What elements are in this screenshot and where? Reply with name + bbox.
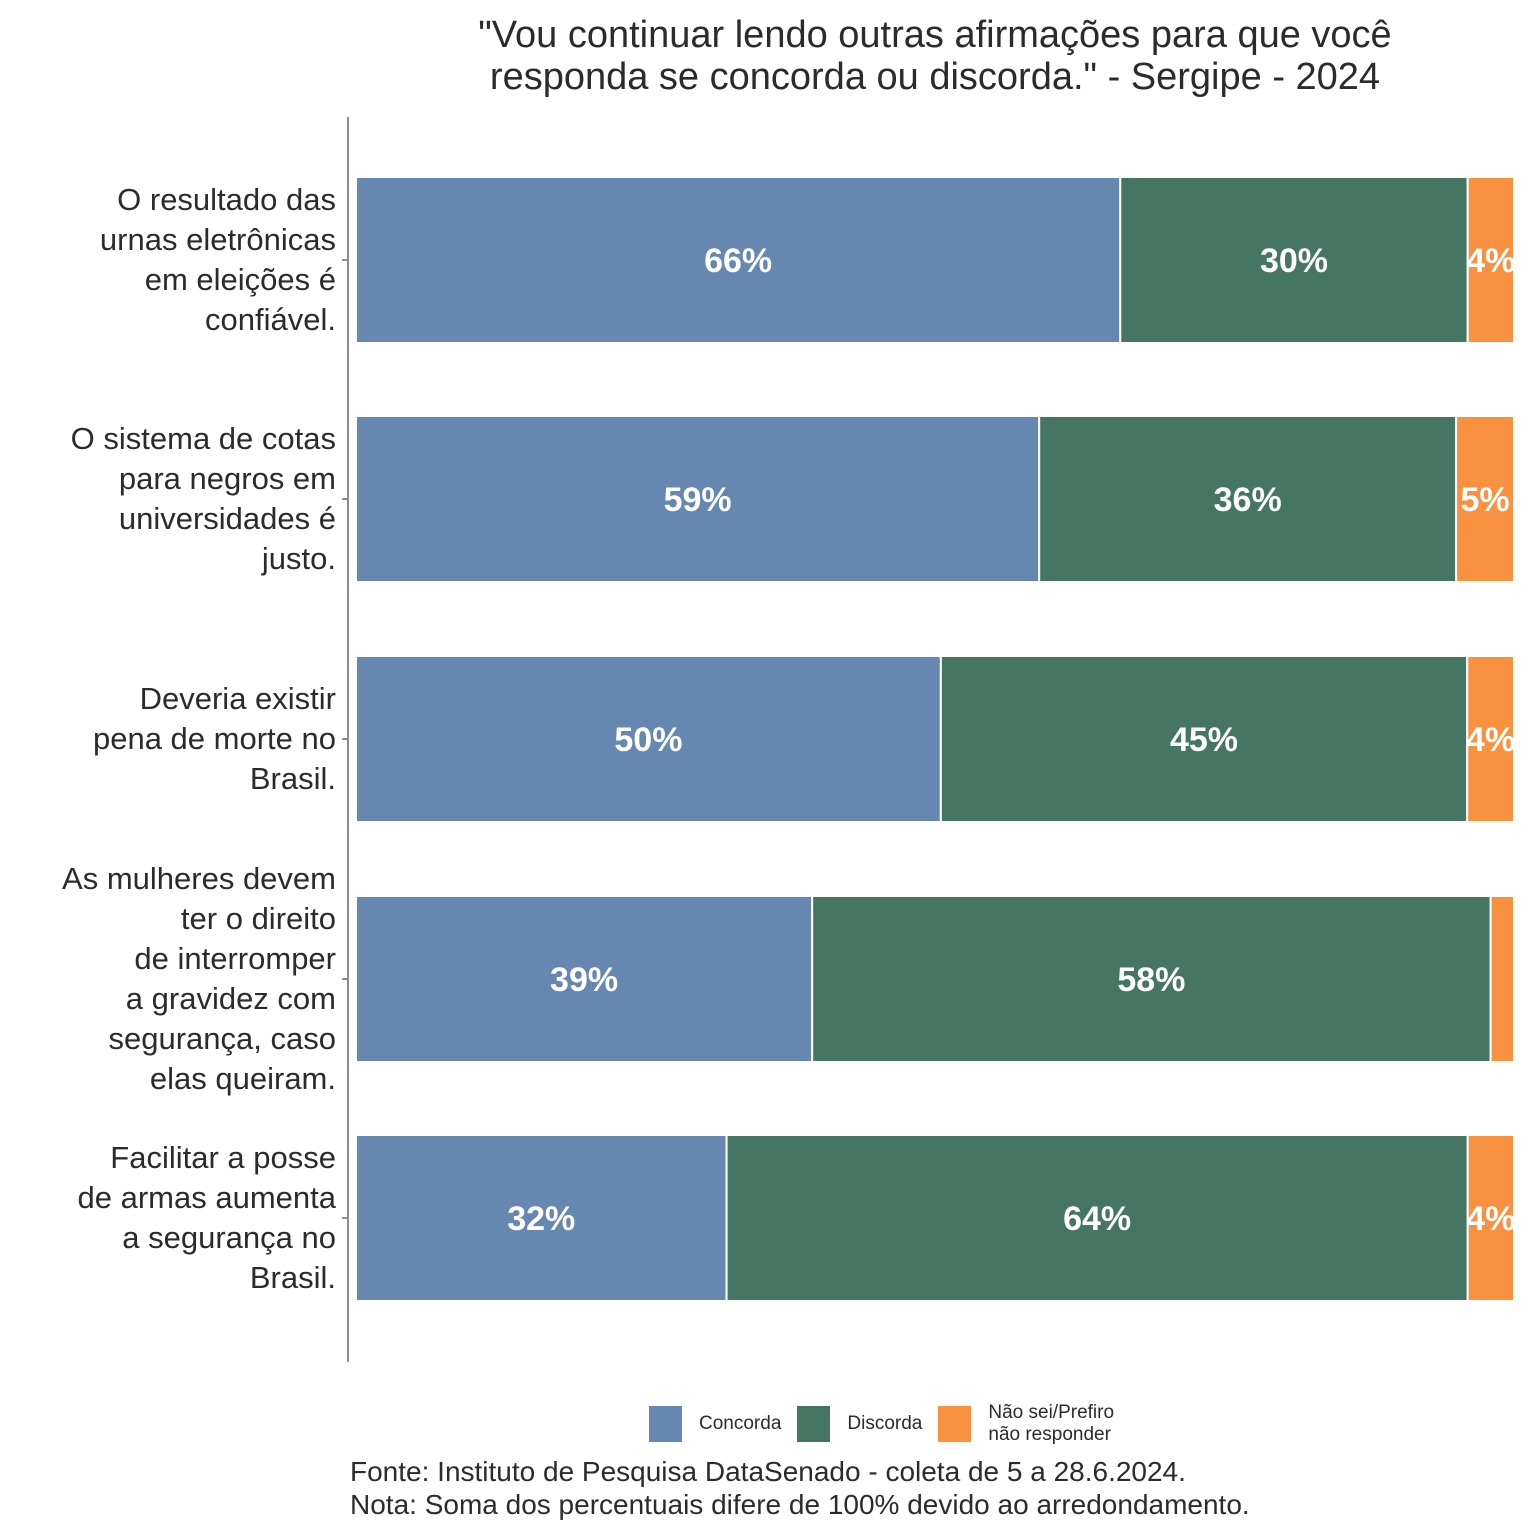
data-label-concorda: 59% [664,481,732,519]
category-label-line: em eleições é [144,262,336,297]
category-label-line: a segurança no [122,1220,336,1255]
legend-item-nao-sei: Não sei/Prefiro não responder [938,1402,1138,1446]
bar-segment-concorda [355,176,1122,344]
category-label-line: para negros em [118,461,336,496]
y-axis-ticks [342,259,348,1219]
chart-title: "Vou continuar lendo outras afirmações p… [360,14,1510,98]
data-label-nao-sei: 4% [1466,242,1515,280]
category-label-line: Brasil. [249,1260,336,1295]
category-label-line: O resultado das [117,182,336,217]
category-label: O sistema de cotas para negros em universi… [71,419,336,579]
rounding-note: Nota: Soma dos percentuais difere de 100… [350,1489,1250,1520]
data-label-nao-sei: 4% [1466,1200,1515,1238]
legend-swatch-concorda [649,1406,682,1442]
bar-segment-concorda [355,895,814,1063]
bar-segment-nao-sei [1466,655,1516,823]
bar-segment-nao-sei [1489,895,1516,1063]
bar-segment-discorda [1119,176,1469,344]
category-label-line: pena de morte no [92,721,336,756]
category-label-line: elas queiram. [149,1061,336,1096]
category-label: As mulheres devem ter o direito de interro… [62,859,336,1099]
category-label: Facilitar a posse de armas aumenta a segur… [78,1138,336,1298]
chart-title-line-1: "Vou continuar lendo outras afirmações p… [478,14,1392,56]
category-label-line: Deveria existir [139,681,336,716]
bar-segment-discorda [939,655,1469,823]
legend-label-nao-sei-line-1: Não sei/Prefiro [988,1402,1115,1423]
category-label-line: O sistema de cotas [70,421,336,456]
data-label-concorda: 32% [507,1200,575,1238]
stacked-bar-chart: 66% 30% 4% 59% 36% 5% 50% 45% 4% 39% 58% 32% 64% 4% [342,117,1516,1362]
bar-segment-discorda [811,895,1492,1063]
data-label-concorda: 50% [614,721,682,759]
data-label-nao-sei: 4% [1466,721,1515,759]
category-label-line: de armas aumenta [77,1180,336,1215]
chart-title-line-2: responda se concorda ou discorda." - Ser… [489,56,1381,98]
category-label-line: de interromper [134,941,336,976]
legend-swatch-nao-sei [938,1406,972,1442]
legend-label-nao-sei: Não sei/Prefiro não responder [988,1402,1138,1446]
legend-label-concorda: Concorda [699,1413,782,1434]
data-label-discorda: 58% [1117,961,1185,999]
legend-label-nao-sei-line-2: não responder [988,1424,1111,1445]
bar-segment-concorda [355,655,942,823]
bar-segment-nao-sei [1466,1134,1516,1302]
bar-segment-concorda [355,415,1041,583]
footer: Fonte: Instituto de Pesquisa DataSenado … [350,1455,1250,1521]
data-label-discorda: 36% [1214,481,1282,519]
category-label-line: urnas eletrônicas [99,222,336,257]
category-label: Deveria existir pena de morte no Brasil. [93,679,336,799]
category-label: O resultado das urnas eletrônicas em eleiç… [100,180,336,340]
category-label-line: confiável. [205,302,336,337]
category-label-line: a gravidez com [125,981,336,1016]
bar-segment-discorda [725,1134,1469,1302]
data-label-discorda: 30% [1260,242,1328,280]
category-label-line: Brasil. [249,761,336,796]
legend: Concorda Discorda Não sei/Prefiro não re… [649,1402,1154,1446]
category-label-line: justo. [261,541,336,576]
legend-label-discorda: Discorda [847,1413,923,1434]
category-label-line: universidades é [118,501,336,536]
data-label-concorda: 66% [704,242,772,280]
source-note: Fonte: Instituto de Pesquisa DataSenado … [350,1456,1186,1487]
category-label-line: ter o direito [180,901,336,936]
category-label-line: Facilitar a posse [110,1140,336,1175]
bar-segment-nao-sei [1455,415,1515,583]
data-label-discorda: 64% [1063,1200,1131,1238]
category-label-line: segurança, caso [108,1021,336,1056]
bars-group [355,176,1516,1302]
bar-segment-discorda [1038,415,1458,583]
legend-swatch-discorda [797,1406,831,1442]
data-label-nao-sei: 5% [1460,481,1509,519]
bar-labels-group: 66% 30% 4% 59% 36% 5% 50% 45% 4% 39% 58% 32% 64% 4% [507,242,1515,1238]
legend-item-discorda: Discorda [797,1406,922,1442]
bar-segment-concorda [355,1134,728,1302]
category-label-line: As mulheres devem [62,861,336,896]
data-label-concorda: 39% [550,961,618,999]
data-label-discorda: 45% [1170,721,1238,759]
legend-item-concorda: Concorda [649,1406,781,1442]
bar-segment-nao-sei [1466,176,1516,344]
